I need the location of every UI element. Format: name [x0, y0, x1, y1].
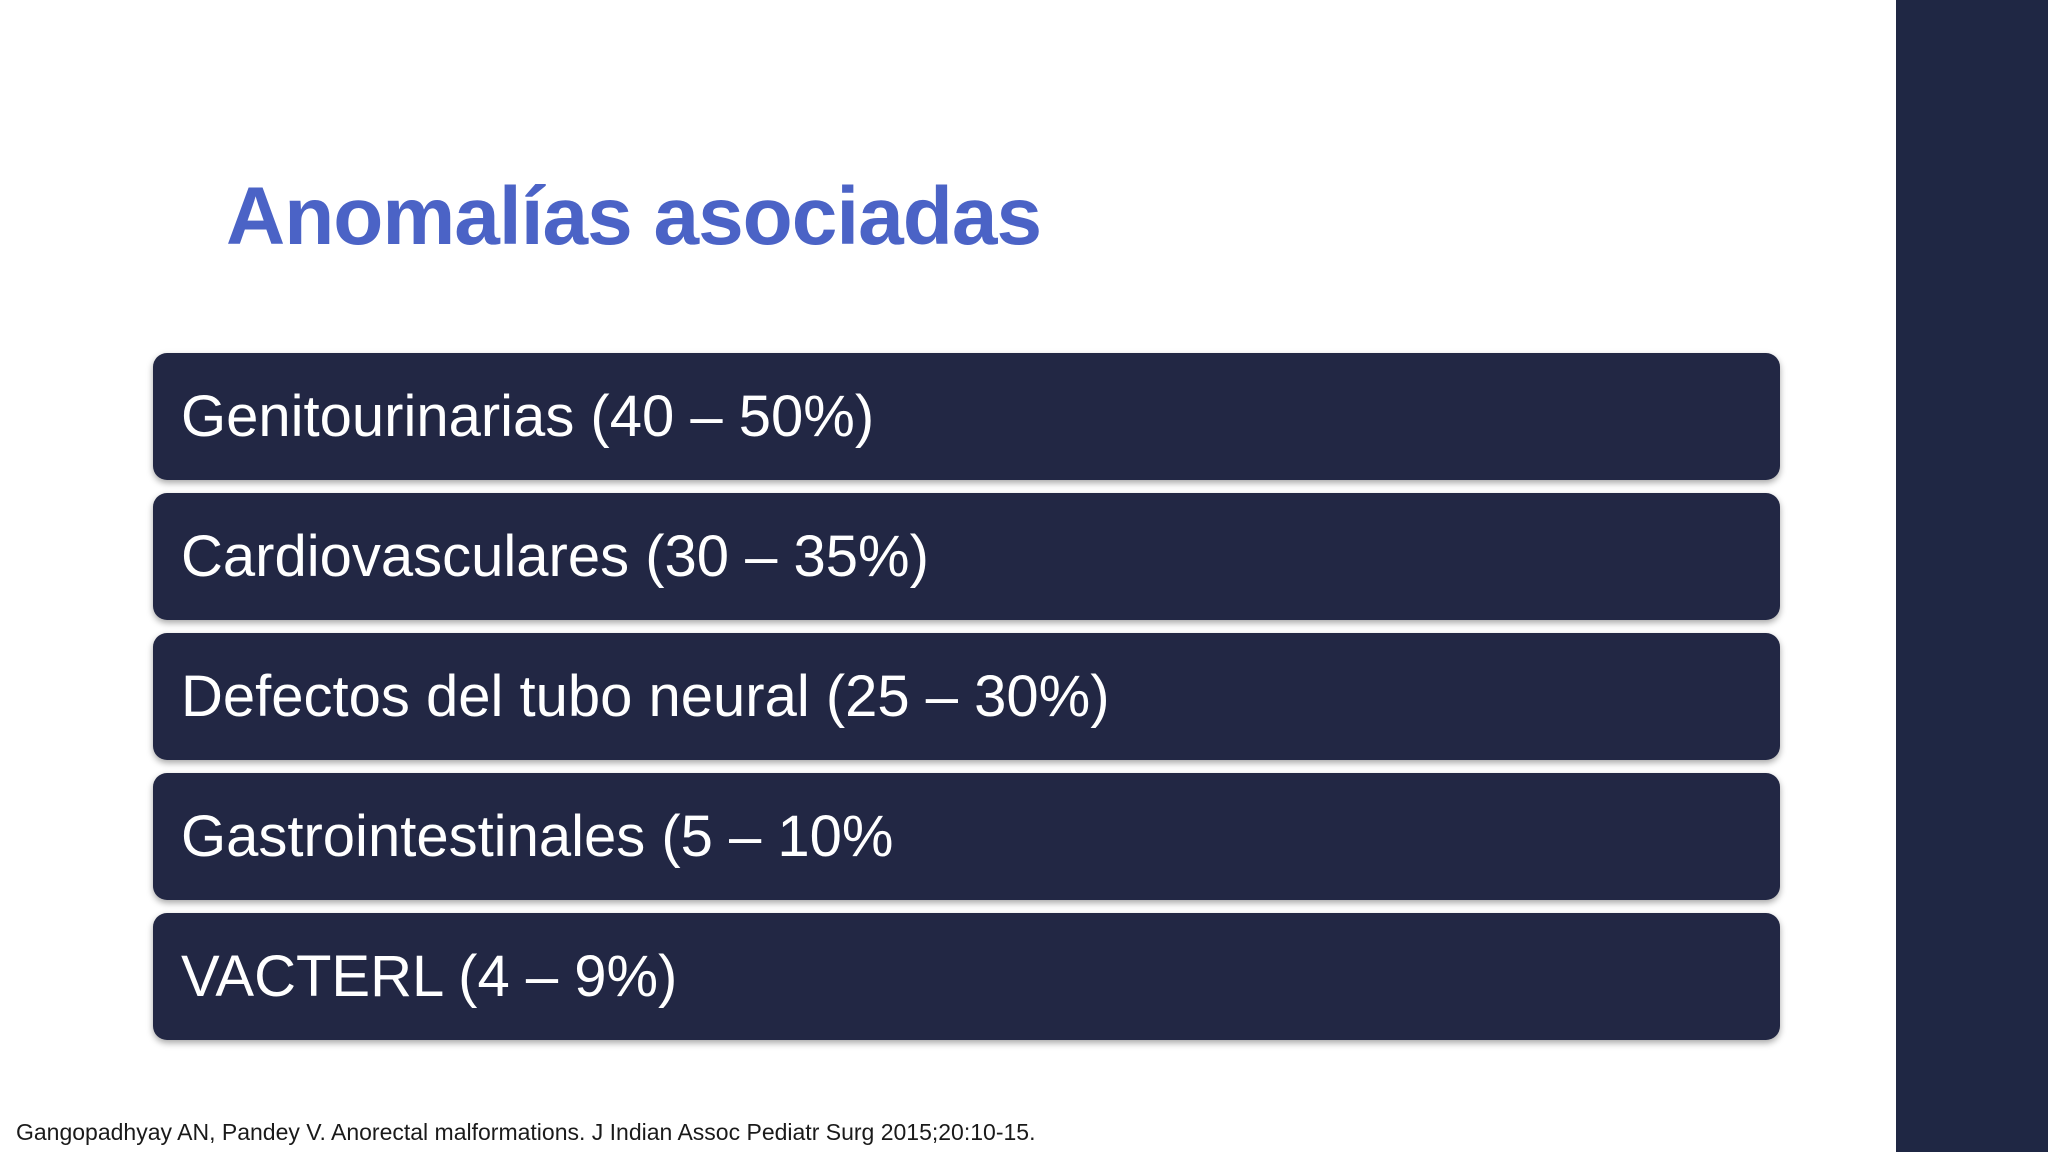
list-item-label: Cardiovasculares (30 – 35%): [181, 524, 929, 589]
list-item-neural-tube: Defectos del tubo neural (25 – 30%): [153, 633, 1780, 760]
list-item-gastrointestinal: Gastrointestinales (5 – 10%: [153, 773, 1780, 900]
slide: Anomalías asociadas Genitourinarias (40 …: [16, 171, 1780, 1145]
list-item-cardiovascular: Cardiovasculares (30 – 35%): [153, 493, 1780, 620]
side-band: [1896, 0, 2048, 1152]
slide-title: Anomalías asociadas: [226, 171, 1042, 262]
list-item-label: Defectos del tubo neural (25 – 30%): [181, 664, 1110, 729]
list-item-vacterl: VACTERL (4 – 9%): [153, 913, 1780, 1040]
citation: Gangopadhyay AN, Pandey V. Anorectal mal…: [16, 1119, 1036, 1145]
list-item-genitourinary: Genitourinarias (40 – 50%): [153, 353, 1780, 480]
list-item-label: VACTERL (4 – 9%): [181, 944, 678, 1009]
list-item-label: Gastrointestinales (5 – 10%: [181, 804, 894, 869]
anomaly-list: Genitourinarias (40 – 50%) Cardiovascula…: [153, 353, 1780, 1053]
list-item-label: Genitourinarias (40 – 50%): [181, 384, 875, 449]
